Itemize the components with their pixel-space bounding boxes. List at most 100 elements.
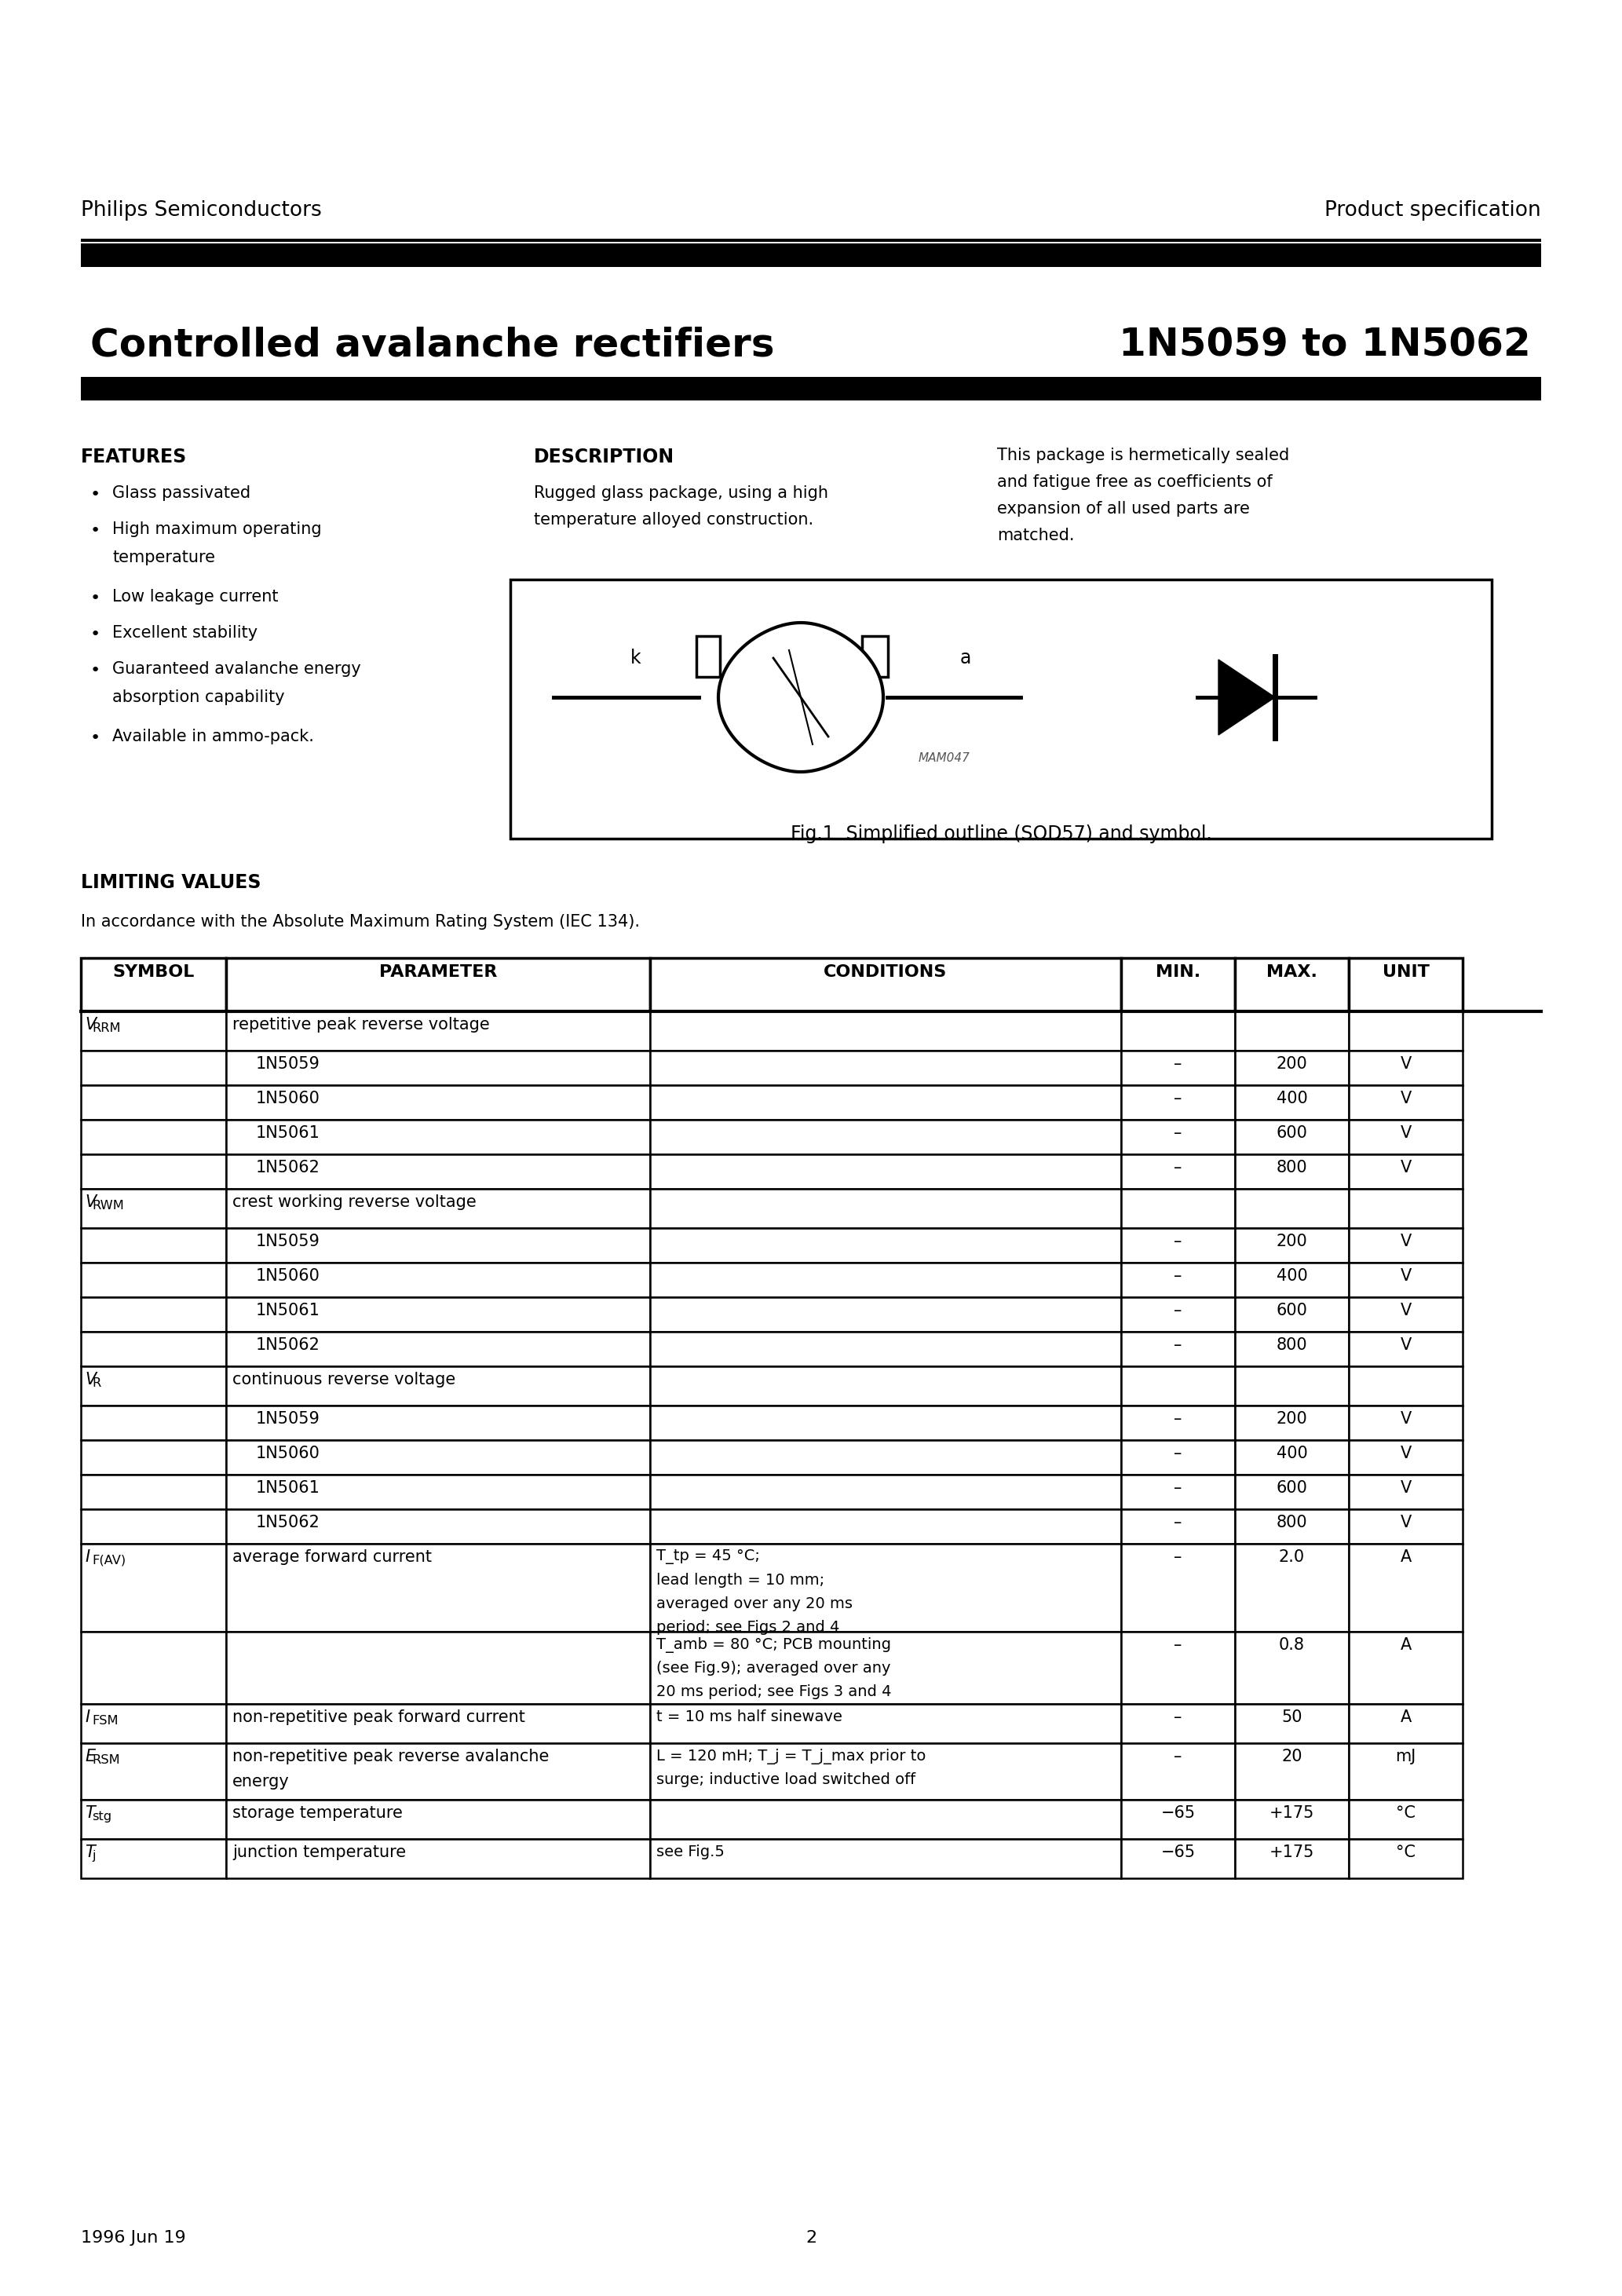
Text: t = 10 ms half sinewave: t = 10 ms half sinewave [657,1711,842,1724]
Text: T: T [84,1844,94,1860]
Text: I: I [84,1550,89,1566]
Bar [650,1632,1121,1704]
Text: 400: 400 [1277,1091,1307,1107]
Bar [1121,1508,1234,1543]
Bar [1121,1632,1234,1704]
Text: 1N5062: 1N5062 [256,1336,320,1352]
Text: 1N5060: 1N5060 [256,1446,320,1460]
Bar [1234,1366,1350,1405]
Bar [225,1010,650,1052]
Text: Guaranteed avalanche energy: Guaranteed avalanche energy [112,661,362,677]
Bar [1121,1189,1234,1228]
Bar [650,1440,1121,1474]
Bar [1350,1155,1463,1189]
Text: V: V [1400,1481,1411,1497]
Text: RSM: RSM [92,1754,120,1766]
Text: –: – [1174,1056,1182,1072]
Bar [225,1543,650,1632]
Bar [225,1228,650,1263]
Text: •: • [91,730,101,746]
Bar [650,1086,1121,1120]
Bar [650,1120,1121,1155]
Text: A: A [1400,1550,1411,1566]
Text: V: V [84,1194,96,1210]
Text: This package is hermetically sealed: This package is hermetically sealed [998,448,1289,464]
Bar [1234,1120,1350,1155]
Bar [81,1052,225,1086]
Text: Glass passivated: Glass passivated [112,484,250,501]
Bar [1350,957,1463,1010]
Polygon shape [719,622,884,771]
Text: Excellent stability: Excellent stability [112,625,258,641]
Text: −65: −65 [1161,1805,1195,1821]
Text: 1N5060: 1N5060 [256,1267,320,1283]
Bar [1234,1052,1350,1086]
Bar [1234,1155,1350,1189]
Bar [81,1332,225,1366]
Text: surge; inductive load switched off: surge; inductive load switched off [657,1773,915,1786]
Text: 1N5059: 1N5059 [256,1412,320,1426]
Text: MIN.: MIN. [1155,964,1200,980]
Text: 50: 50 [1281,1711,1302,1724]
Text: 1N5061: 1N5061 [256,1125,320,1141]
Text: 600: 600 [1277,1302,1307,1318]
Bar [81,1263,225,1297]
Bar [1234,1800,1350,1839]
Bar [1234,1543,1350,1632]
Text: High maximum operating: High maximum operating [112,521,321,537]
Text: V: V [1400,1125,1411,1141]
Text: 1N5060: 1N5060 [256,1091,320,1107]
Text: 400: 400 [1277,1446,1307,1460]
Bar [1350,1366,1463,1405]
Text: Low leakage current: Low leakage current [112,588,279,604]
Bar [1121,1474,1234,1508]
Text: continuous reverse voltage: continuous reverse voltage [232,1371,456,1387]
Bar [225,1839,650,1878]
Bar [1234,1743,1350,1800]
Bar [1350,1704,1463,1743]
Text: storage temperature: storage temperature [232,1805,402,1821]
Bar [225,1405,650,1440]
Bar [1234,1704,1350,1743]
Text: period; see Figs 2 and 4: period; see Figs 2 and 4 [657,1621,840,1635]
Text: F(AV): F(AV) [92,1554,127,1566]
Text: 800: 800 [1277,1336,1307,1352]
Text: energy: energy [232,1775,289,1789]
Text: 200: 200 [1277,1412,1307,1426]
Bar [1121,1543,1234,1632]
Text: 1N5059 to 1N5062: 1N5059 to 1N5062 [1119,326,1531,363]
Bar [1121,1800,1234,1839]
Text: –: – [1174,1091,1182,1107]
Text: temperature alloyed construction.: temperature alloyed construction. [534,512,814,528]
Text: V: V [84,1371,96,1387]
Bar [861,636,887,677]
Bar [81,243,1541,266]
Bar [225,1263,650,1297]
Text: non-repetitive peak forward current: non-repetitive peak forward current [232,1711,526,1724]
Text: +175: +175 [1270,1805,1314,1821]
Text: absorption capability: absorption capability [112,689,285,705]
Bar [1121,1086,1234,1120]
Bar [225,1743,650,1800]
Bar [650,1332,1121,1366]
Text: crest working reverse voltage: crest working reverse voltage [232,1194,477,1210]
Text: 600: 600 [1277,1125,1307,1141]
Bar [650,1189,1121,1228]
Bar [81,1743,225,1800]
Bar [1350,1086,1463,1120]
Bar [225,957,650,1010]
Bar [650,1839,1121,1878]
Bar [1121,1405,1234,1440]
Text: Controlled avalanche rectifiers: Controlled avalanche rectifiers [91,326,774,363]
Text: 600: 600 [1277,1481,1307,1497]
Text: –: – [1174,1515,1182,1531]
Bar [1121,957,1234,1010]
Text: °C: °C [1397,1805,1416,1821]
Text: Product specification: Product specification [1325,200,1541,220]
Bar [81,1508,225,1543]
Bar [225,1120,650,1155]
Bar [650,1010,1121,1052]
Text: °C: °C [1397,1844,1416,1860]
Bar [1121,1440,1234,1474]
Bar [650,1263,1121,1297]
